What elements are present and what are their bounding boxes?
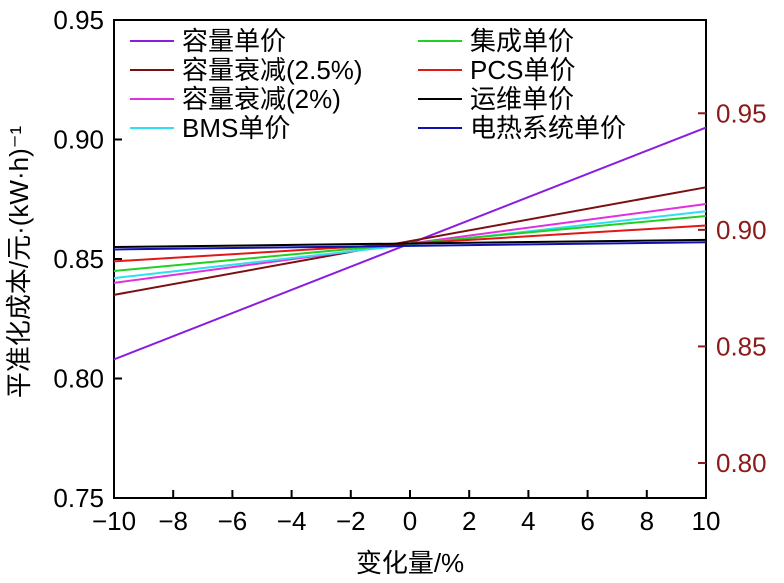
y-axis-left: 0.75 0.80 0.85 0.90 0.95 [53, 5, 122, 513]
y2-tick-label: 0.85 [716, 331, 767, 361]
series-layer [113, 126, 707, 361]
series-line-7 [113, 238, 707, 249]
y2-tick-label: 0.90 [716, 215, 767, 245]
legend-label: 运维单价 [470, 84, 574, 114]
x-tick-label: 10 [692, 506, 721, 536]
y-tick-label: 0.75 [53, 483, 104, 513]
y-axis-title: 平准化成本/元·(kW·h)⁻¹ [4, 126, 34, 399]
series-line-8 [113, 241, 707, 251]
x-tick-label: 6 [580, 506, 594, 536]
legend-label: BMS单价 [182, 113, 290, 143]
x-tick-label: 2 [462, 506, 476, 536]
legend-label: 容量衰减(2%) [182, 84, 341, 114]
y2-tick-label: 0.95 [716, 98, 767, 128]
legend-label: 容量单价 [182, 26, 286, 56]
x-tick-label: 0 [403, 506, 417, 536]
legend-label: 容量衰减(2.5%) [182, 55, 363, 85]
y-tick-label: 0.85 [53, 244, 104, 274]
x-tick-label: −6 [218, 506, 248, 536]
y2-tick-label: 0.80 [716, 448, 767, 478]
x-tick-label: −4 [277, 506, 307, 536]
legend-label: PCS单价 [470, 55, 575, 85]
x-axis-title: 变化量/% [356, 548, 464, 578]
x-tick-label: −2 [336, 506, 366, 536]
series-line-4 [113, 210, 707, 280]
series-line-2 [113, 186, 707, 296]
y-axis-right: 0.80 0.85 0.90 0.95 [698, 98, 767, 478]
x-tick-label: −10 [92, 506, 136, 536]
legend-label: 集成单价 [470, 26, 574, 56]
x-tick-label: 4 [521, 506, 535, 536]
x-axis: −10 −8 −6 −4 −2 0 2 4 6 8 10 [92, 490, 721, 536]
legend-label: 电热系统单价 [470, 113, 626, 143]
y-tick-label: 0.95 [53, 5, 104, 35]
x-tick-label: 8 [640, 506, 654, 536]
y-tick-label: 0.80 [53, 364, 104, 394]
y-tick-label: 0.90 [53, 125, 104, 155]
x-tick-label: −8 [158, 506, 188, 536]
